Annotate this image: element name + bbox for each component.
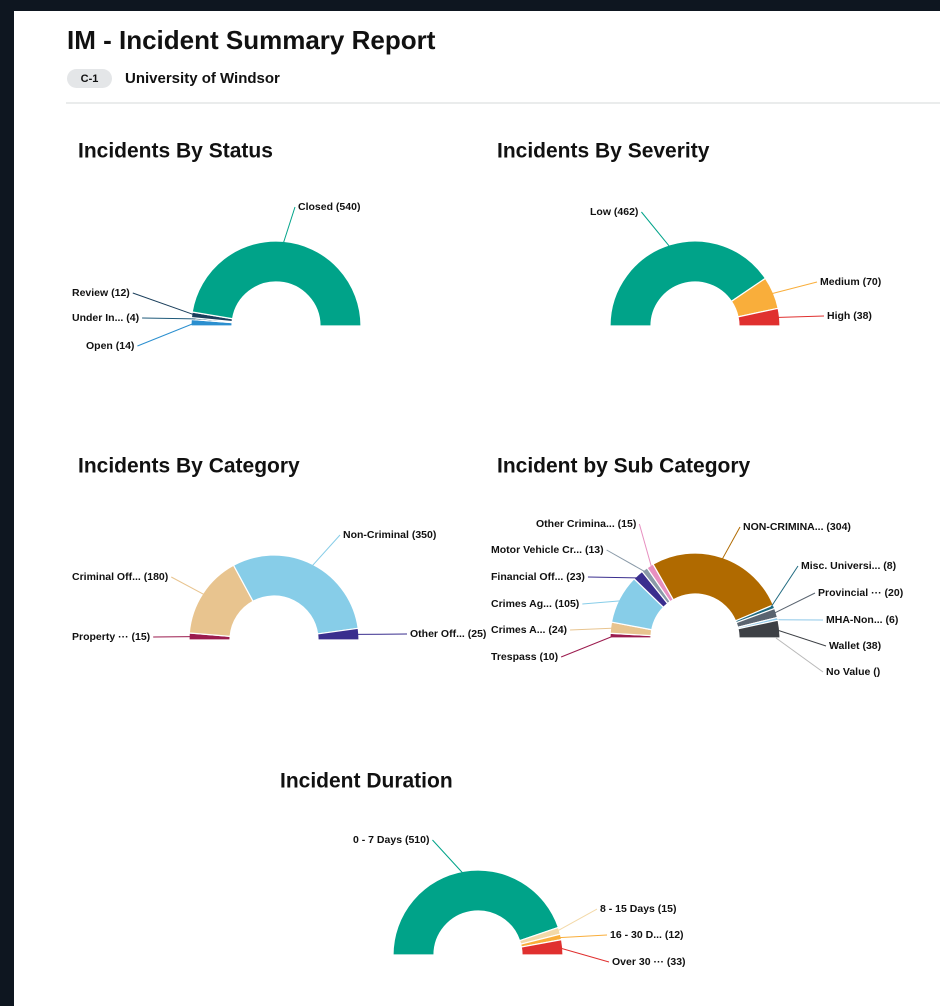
badge: C-1 [81,73,99,85]
data-label: Trespass (10) [491,651,558,663]
slice [316,627,360,641]
leader-line [772,592,816,615]
slice [191,240,362,327]
data-label: Review (12) [72,287,130,299]
data-label: Low (462) [590,206,638,218]
data-label: 0 - 7 Days (510) [353,834,429,846]
data-label: Financial Off... (23) [491,571,585,583]
data-label: High (38) [827,310,872,322]
data-label: Criminal Off... (180) [72,571,168,583]
data-label: Misc. Universi... (8) [801,560,896,572]
leader-line [775,637,824,673]
leader-line [769,565,799,609]
data-label: Medium (70) [820,276,881,288]
data-label: Under In... (4) [72,312,139,324]
chart-title: Incidents By Category [78,455,300,478]
chart-title: Incident Duration [280,770,453,793]
data-label: Crimes A... (24) [491,624,567,636]
leader-line [282,206,296,246]
leader-line [432,839,466,876]
slice [652,552,775,622]
leader-line [310,534,341,569]
data-label: 16 - 30 D... (12) [610,929,684,941]
data-label: Non-Criminal (350) [343,529,436,541]
slice [737,307,781,327]
slice [232,554,359,635]
data-label: Crimes Ag... (105) [491,598,579,610]
data-label: Other Crimina... (15) [536,518,636,530]
leader-line [587,576,641,579]
data-label: Wallet (38) [829,640,881,652]
report-title: IM - Incident Summary Report [67,25,436,55]
leader-line [557,934,608,939]
leader-line [558,947,610,963]
leader-line [132,292,196,316]
data-label: NON-CRIMINA... (304) [743,521,851,533]
data-label: Closed (540) [298,201,360,213]
leader-line [555,908,598,933]
slice [520,938,564,956]
slice [609,240,767,327]
data-label: MHA-Non... (6) [826,614,898,626]
data-label: No Value () [826,666,880,678]
leader-line [641,211,672,249]
leader-line [171,576,207,597]
leader-line [137,322,196,347]
leader-line [570,627,615,631]
leader-line [775,315,825,319]
data-label: Motor Vehicle Cr... (13) [491,544,604,556]
badge-bg [67,69,112,88]
leader-line [769,281,818,295]
leader-line [582,600,624,605]
leader-line [638,523,653,570]
data-label: Provincial ··· (20) [818,587,903,599]
data-label: Other Off... (25) [410,628,486,640]
data-label: Property ··· (15) [72,631,150,643]
organization: University of Windsor [125,70,280,87]
leader-line [720,526,741,562]
leader-line [560,635,615,658]
leader-line [775,628,827,647]
data-label: 8 - 15 Days (15) [600,903,676,915]
chart-title: Incidents By Severity [497,140,710,163]
content [14,11,940,1006]
slice [737,619,781,639]
chart-title: Incidents By Status [78,140,273,163]
chart-title: Incident by Sub Category [497,455,751,478]
data-label: Over 30 ··· (33) [612,956,686,968]
data-label: Open (14) [86,340,134,352]
slice [392,869,560,956]
leader-line [606,549,648,574]
leader-line [142,317,196,320]
